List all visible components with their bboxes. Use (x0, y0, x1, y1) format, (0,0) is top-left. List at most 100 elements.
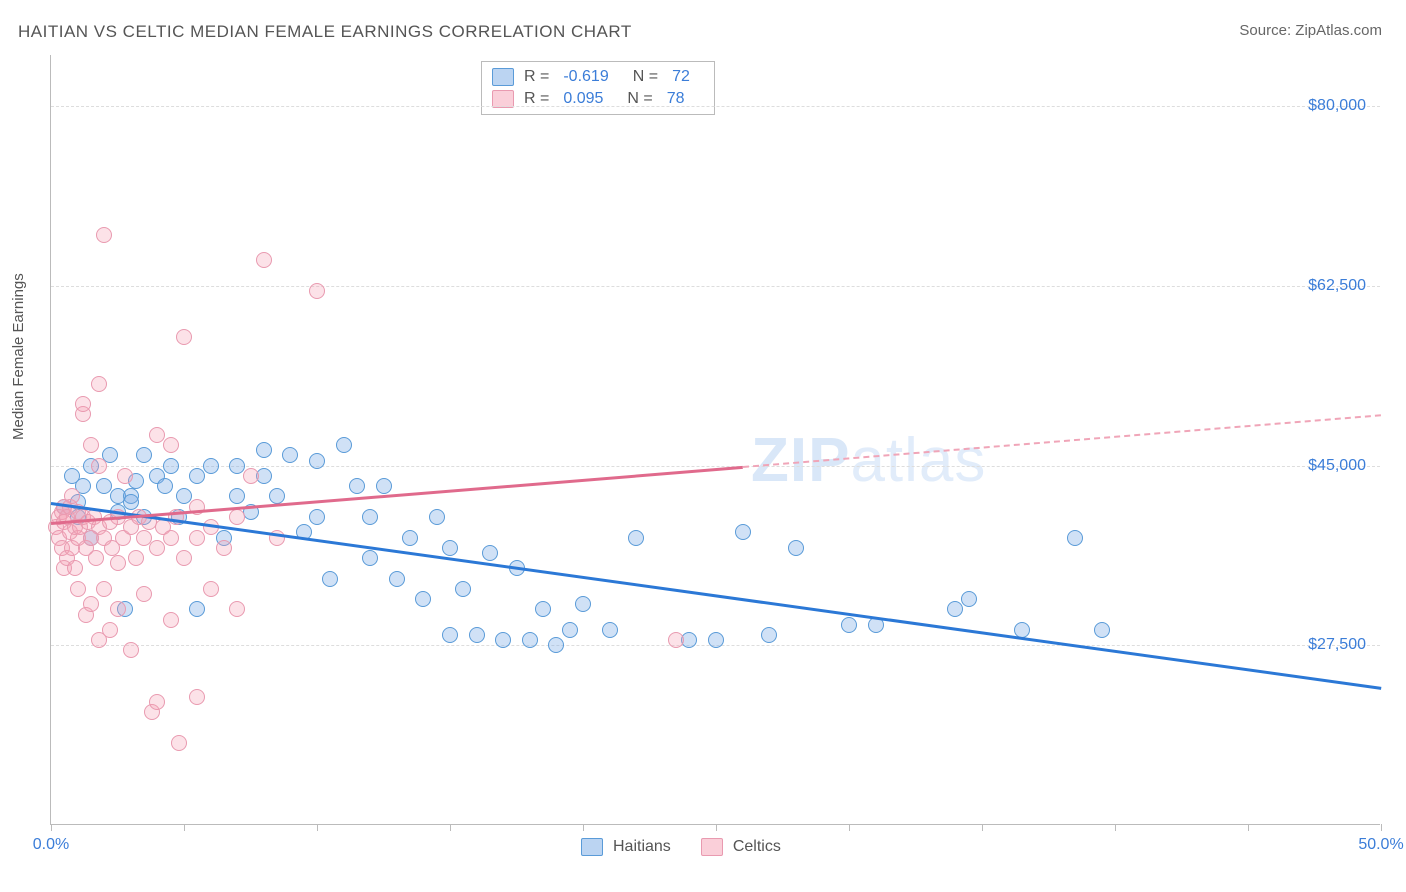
data-point (171, 735, 187, 751)
data-point (149, 540, 165, 556)
data-point (256, 442, 272, 458)
data-point (1067, 530, 1083, 546)
x-tick (184, 824, 185, 831)
data-point (203, 458, 219, 474)
data-point (761, 627, 777, 643)
data-point (841, 617, 857, 633)
data-point (163, 458, 179, 474)
data-point (562, 622, 578, 638)
gridline (51, 106, 1380, 107)
data-point (189, 689, 205, 705)
data-point (482, 545, 498, 561)
data-point (548, 637, 564, 653)
source-attribution: Source: ZipAtlas.com (1239, 22, 1382, 39)
x-tick-label: 0.0% (33, 836, 69, 854)
data-point (64, 488, 80, 504)
y-axis-label: Median Female Earnings (10, 273, 27, 440)
data-point (735, 524, 751, 540)
x-tick (849, 824, 850, 831)
data-point (176, 550, 192, 566)
data-point (349, 478, 365, 494)
data-point (442, 627, 458, 643)
x-tick (1115, 824, 1116, 831)
data-point (376, 478, 392, 494)
legend-row-haitians: R = -0.619 N = 72 (492, 66, 704, 88)
x-tick-label: 50.0% (1358, 836, 1403, 854)
watermark: ZIPatlas (751, 425, 986, 496)
data-point (75, 396, 91, 412)
data-point (309, 509, 325, 525)
trend-line (51, 502, 1381, 689)
data-point (203, 581, 219, 597)
x-tick (51, 824, 52, 831)
data-point (123, 494, 139, 510)
data-point (136, 447, 152, 463)
x-tick (450, 824, 451, 831)
data-point (229, 488, 245, 504)
data-point (216, 540, 232, 556)
data-point (947, 601, 963, 617)
chart-title: HAITIAN VS CELTIC MEDIAN FEMALE EARNINGS… (18, 22, 632, 42)
data-point (67, 560, 83, 576)
data-point (282, 447, 298, 463)
data-point (402, 530, 418, 546)
trend-line (743, 414, 1382, 468)
data-point (389, 571, 405, 587)
data-point (110, 555, 126, 571)
data-point (96, 581, 112, 597)
data-point (628, 530, 644, 546)
data-point (91, 458, 107, 474)
data-point (189, 530, 205, 546)
data-point (309, 283, 325, 299)
data-point (229, 509, 245, 525)
chart-container: HAITIAN VS CELTIC MEDIAN FEMALE EARNINGS… (0, 0, 1406, 892)
data-point (668, 632, 684, 648)
data-point (429, 509, 445, 525)
data-point (83, 596, 99, 612)
data-point (322, 571, 338, 587)
y-tick-label: $62,500 (1308, 277, 1366, 295)
legend-label: Haitians (613, 838, 671, 856)
data-point (189, 468, 205, 484)
data-point (229, 601, 245, 617)
data-point (91, 376, 107, 392)
data-point (336, 437, 352, 453)
x-tick (716, 824, 717, 831)
data-point (522, 632, 538, 648)
data-point (70, 581, 86, 597)
data-point (163, 612, 179, 628)
x-tick (1381, 824, 1382, 831)
data-point (157, 478, 173, 494)
y-tick-label: $27,500 (1308, 636, 1366, 654)
data-point (83, 437, 99, 453)
swatch-icon (701, 838, 723, 856)
x-tick (317, 824, 318, 831)
swatch-icon (492, 90, 514, 108)
x-tick (1248, 824, 1249, 831)
data-point (575, 596, 591, 612)
data-point (602, 622, 618, 638)
data-point (243, 468, 259, 484)
data-point (136, 586, 152, 602)
swatch-icon (492, 68, 514, 86)
data-point (455, 581, 471, 597)
data-point (1094, 622, 1110, 638)
data-point (110, 601, 126, 617)
data-point (176, 329, 192, 345)
data-point (708, 632, 724, 648)
data-point (149, 694, 165, 710)
swatch-icon (581, 838, 603, 856)
data-point (163, 530, 179, 546)
data-point (362, 550, 378, 566)
gridline (51, 466, 1380, 467)
plot-area: ZIPatlas R = -0.619 N = 72 R = 0.095 N =… (50, 55, 1380, 825)
data-point (117, 468, 133, 484)
data-point (256, 252, 272, 268)
data-point (788, 540, 804, 556)
data-point (309, 453, 325, 469)
data-point (189, 601, 205, 617)
data-point (123, 642, 139, 658)
data-point (535, 601, 551, 617)
data-point (96, 227, 112, 243)
data-point (362, 509, 378, 525)
